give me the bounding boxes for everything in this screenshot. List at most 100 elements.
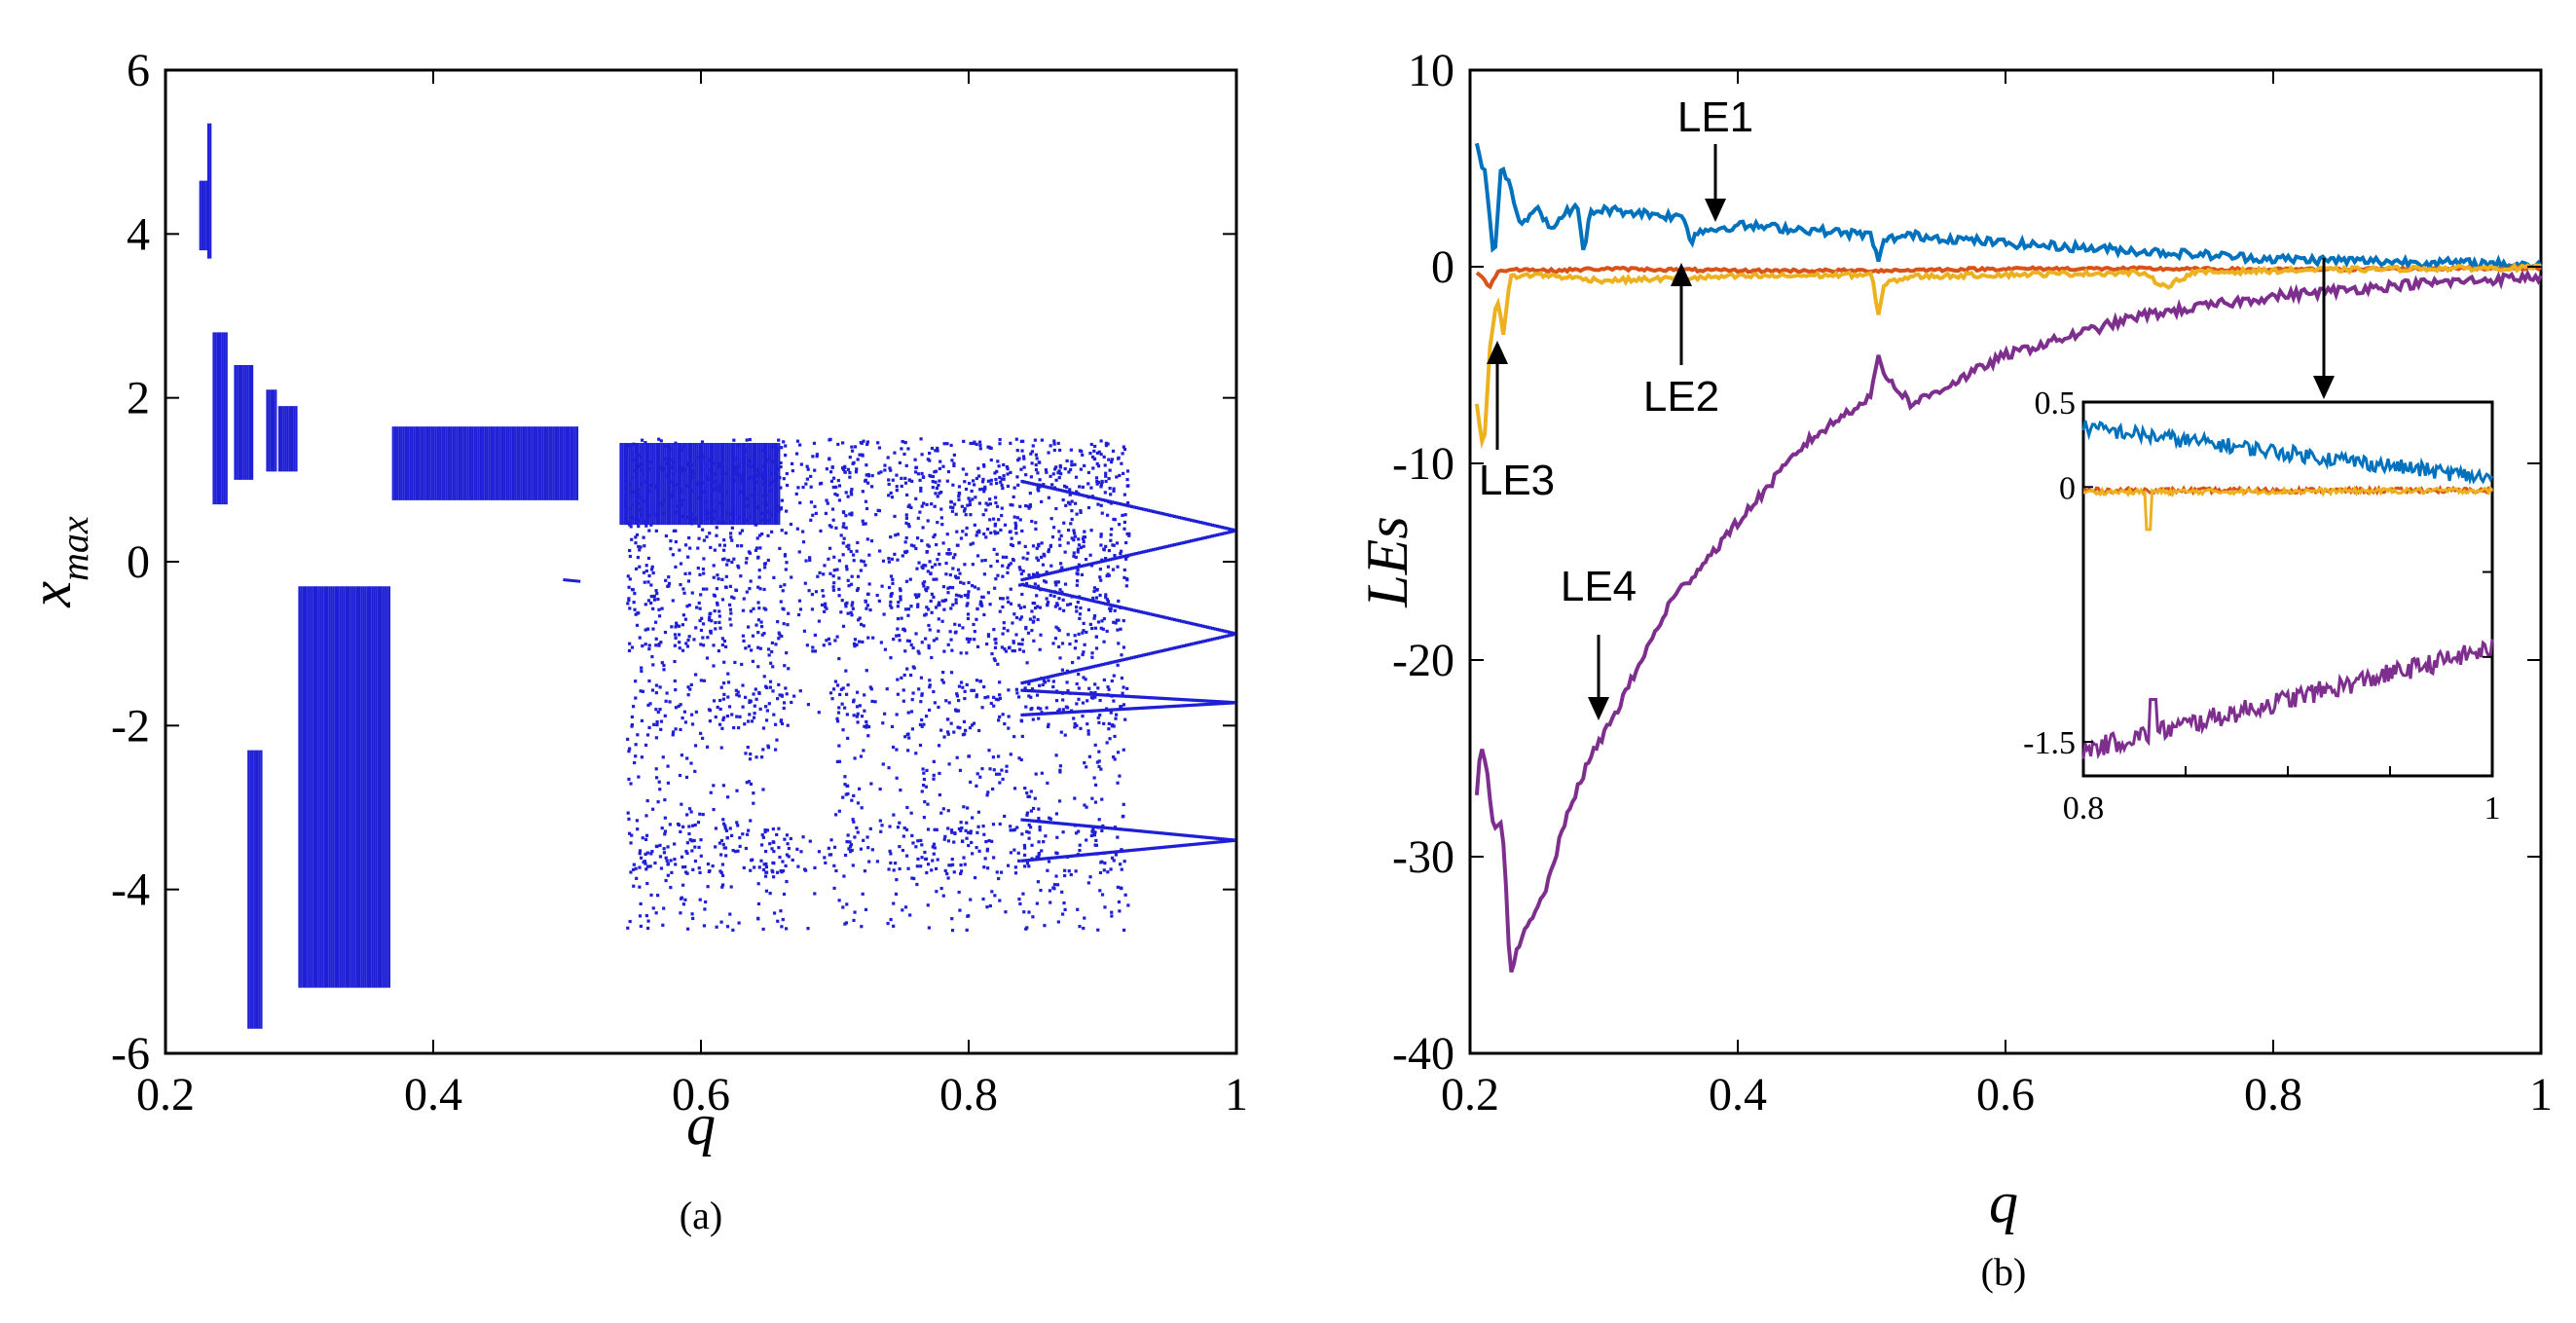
bifurcation-point: [1035, 678, 1039, 681]
bifurcation-point: [825, 498, 828, 502]
bifurcation-point: [737, 515, 742, 520]
bifurcation-point: [681, 902, 686, 906]
bifurcation-point: [1052, 439, 1056, 443]
bifurcation-point: [1030, 629, 1034, 633]
bifurcation-point: [1111, 660, 1115, 664]
bifurcation-point: [1198, 842, 1202, 846]
bifurcation-point: [1102, 868, 1106, 872]
bifurcation-point: [858, 640, 862, 643]
bifurcation-point: [1076, 572, 1080, 576]
bifurcation-point: [1094, 709, 1098, 713]
bifurcation-point: [979, 602, 983, 606]
bifurcation-point: [1044, 580, 1049, 584]
bifurcation-point: [1036, 605, 1040, 608]
bifurcation-point: [1170, 646, 1174, 650]
bifurcation-point: [933, 827, 937, 831]
bifurcation-point: [1220, 635, 1224, 640]
bifurcation-point: [1098, 713, 1102, 717]
bifurcation-point: [863, 693, 866, 697]
bifurcation-point: [798, 607, 803, 611]
bifurcation-point: [1122, 849, 1126, 853]
bifurcation-point: [1175, 618, 1179, 622]
bifurcation-point: [916, 594, 920, 598]
bifurcation-point: [1035, 819, 1039, 824]
bifurcation-point: [749, 782, 754, 786]
bifurcation-point: [720, 863, 725, 866]
bifurcation-point: [1063, 907, 1067, 911]
bifurcation-point: [1113, 518, 1117, 522]
bifurcation-point: [635, 876, 639, 880]
bifurcation-point: [656, 502, 660, 507]
bifurcation-point: [973, 630, 976, 634]
bifurcation-point: [664, 856, 668, 860]
bifurcation-point: [661, 755, 665, 759]
panel-a-xlabel: q: [686, 1092, 716, 1157]
bifurcation-point: [684, 642, 688, 645]
bifurcation-point: [687, 535, 691, 540]
bifurcation-point: [697, 524, 701, 529]
panel-b-ylabel: LEs: [1355, 516, 1419, 607]
bifurcation-point: [1068, 491, 1072, 495]
bifurcation-point: [636, 464, 640, 468]
bifurcation-point: [1038, 478, 1042, 482]
bifurcation-point: [837, 759, 842, 763]
bifurcation-point: [978, 680, 982, 683]
bifurcation-point: [1020, 680, 1024, 685]
bifurcation-point: [956, 709, 961, 713]
bifurcation-point: [1086, 692, 1091, 696]
bifurcation-point: [1056, 920, 1060, 924]
bifurcation-point: [733, 850, 738, 854]
bifurcation-point: [654, 767, 658, 771]
bifurcation-point: [681, 648, 685, 652]
bifurcation-point: [699, 593, 703, 597]
bifurcation-point: [868, 607, 872, 612]
bifurcation-point: [969, 898, 973, 901]
bifurcation-point: [747, 550, 752, 554]
bifurcation-point: [892, 868, 896, 872]
bifurcation-point: [1142, 829, 1146, 833]
bifurcation-point: [1113, 557, 1117, 561]
bifurcation-point: [923, 580, 927, 584]
bifurcation-point: [756, 882, 760, 886]
bifurcation-point: [1070, 463, 1074, 467]
bifurcation-point: [1051, 856, 1055, 860]
bifurcation-point: [768, 842, 772, 846]
bifurcation-point: [1094, 496, 1098, 500]
bifurcation-point: [766, 533, 770, 537]
panel-b-ytick-label: 10: [1408, 45, 1454, 96]
bifurcation-point: [754, 697, 758, 701]
bifurcation-point: [1218, 700, 1222, 704]
bifurcation-point: [1020, 734, 1024, 739]
bifurcation-point: [934, 469, 938, 473]
bifurcation-point: [1014, 532, 1018, 535]
bifurcation-point: [1030, 819, 1034, 823]
bifurcation-point: [980, 487, 985, 491]
bifurcation-point: [726, 680, 731, 684]
bifurcation-point: [635, 623, 640, 627]
bifurcation-point: [1086, 699, 1089, 703]
bifurcation-point: [701, 736, 705, 740]
bifurcation-point: [901, 440, 904, 444]
bifurcation-point: [1065, 691, 1070, 695]
bifurcation-point: [1096, 928, 1100, 932]
bifurcation-point: [1170, 617, 1174, 621]
bifurcation-point: [1000, 483, 1004, 487]
bifurcation-point: [937, 629, 940, 633]
bifurcation-point: [785, 879, 789, 884]
bifurcation-point: [1094, 852, 1098, 856]
bifurcation-point: [1124, 707, 1129, 711]
bifurcation-point: [1020, 529, 1024, 533]
bifurcation-point: [957, 698, 961, 703]
bifurcation-point: [966, 830, 971, 834]
bifurcation-point: [679, 466, 683, 470]
bifurcation-point: [766, 558, 770, 563]
bifurcation-point: [920, 641, 924, 644]
bifurcation-point: [1093, 682, 1097, 686]
bifurcation-point: [1082, 629, 1086, 633]
bifurcation-point: [1042, 840, 1046, 844]
bifurcation-point: [1028, 492, 1032, 496]
bifurcation-point: [719, 685, 723, 689]
bifurcation-point: [1085, 563, 1088, 567]
bifurcation-point: [922, 722, 926, 726]
bifurcation-point: [862, 838, 865, 842]
